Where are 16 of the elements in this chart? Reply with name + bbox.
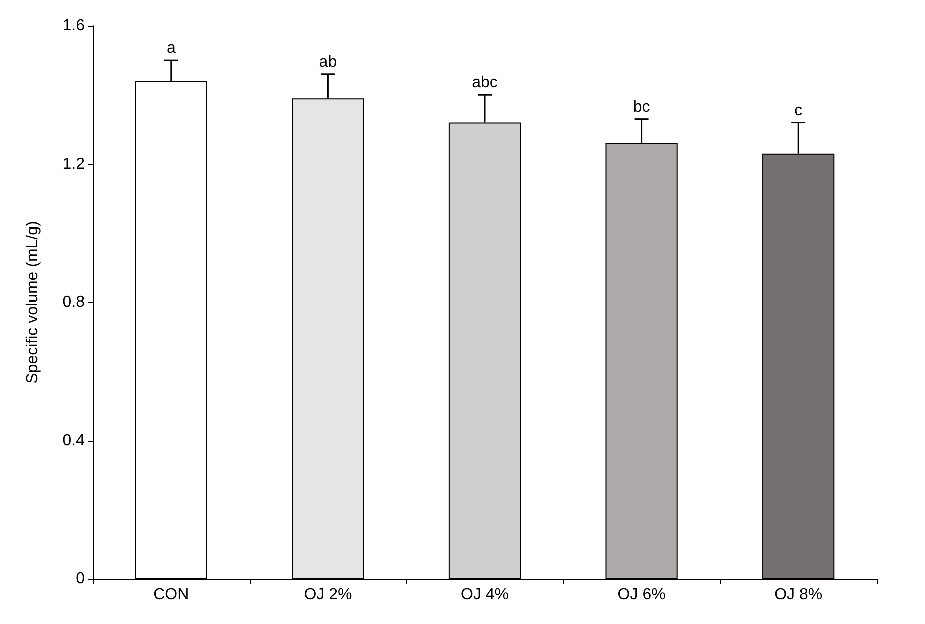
y-tick-label: 0.4 [62,432,86,450]
y-axis-title: Specific volume (mL/g) [24,221,42,384]
annotation: bc [633,98,650,116]
y-tick-label: 1.2 [62,156,86,173]
y-tick-label: 1.6 [62,18,86,34]
annotation: a [166,40,176,58]
y-tick-label: 0 [76,570,86,588]
x-tick-label: OJ 8% [774,586,823,604]
y-tick-label: 0.8 [62,294,86,311]
annotation: c [794,102,803,120]
x-tick-label: OJ 4% [460,586,510,604]
x-tick-label: OJ 2% [304,586,352,604]
x-tick-label: CON [154,586,190,604]
annotation: ab [319,54,338,71]
annotation: abc [472,74,498,92]
x-tick-label: OJ 6% [618,586,666,604]
